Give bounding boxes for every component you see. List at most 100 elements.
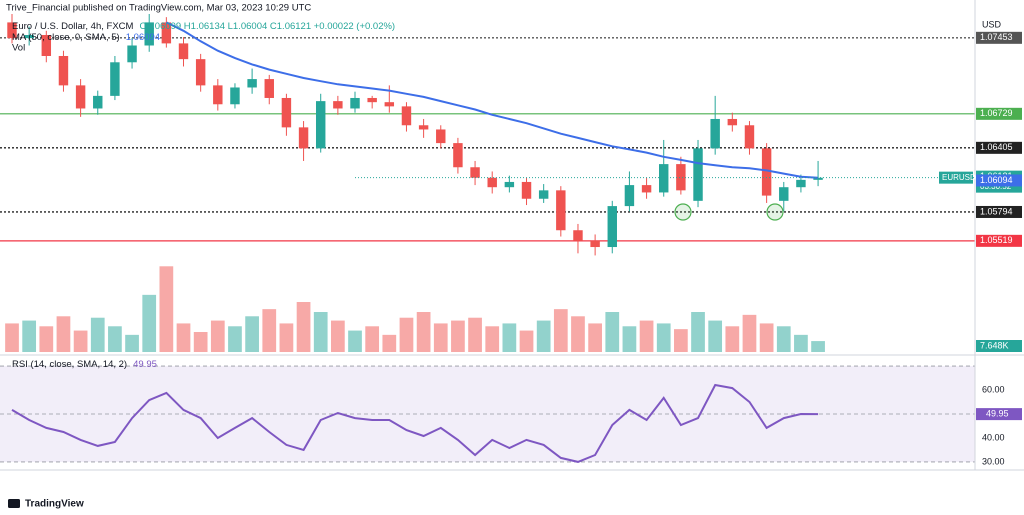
volume-bar (331, 320, 345, 352)
candle-body (624, 185, 635, 207)
volume-label-text: 7.648K (980, 340, 1009, 350)
volume-bar (159, 266, 174, 352)
volume-bar (485, 326, 500, 352)
volume-bar (399, 317, 414, 352)
volume-bar (519, 330, 534, 352)
candle-body (195, 59, 206, 86)
published-text: Trive_Financial published on TradingView… (6, 3, 311, 14)
price-axis: 1.07453 1.06729 1.06405 1.05794 1.05519 EURUS… (939, 31, 1022, 466)
candle-body (710, 118, 720, 149)
candle-body (813, 177, 823, 180)
volume-label: 7.648K (976, 340, 1022, 352)
volume-bar (142, 294, 157, 352)
symbol-legend: Euro / U.S. Dollar, 4h, FXCM O1.06099 H1.… (12, 21, 395, 32)
volume-label-bg (976, 340, 1022, 352)
rsi-legend: RSI (14, close, SMA, 14, 2) 49.95 (12, 359, 157, 370)
volume-bar (176, 323, 191, 352)
volume-bar (348, 330, 362, 352)
candle-body (264, 79, 274, 98)
symbol-tag: EURUSD (939, 171, 976, 184)
ma-price-label-text: 1.06094 (980, 175, 1013, 185)
rsi-value-text: 49.95 (986, 408, 1009, 418)
volume-bar (245, 316, 259, 352)
candle-body (401, 106, 412, 126)
brand-logo (8, 499, 20, 508)
rsi-value-bg (976, 408, 1022, 421)
candle-body (367, 97, 377, 103)
candle-body (127, 45, 137, 63)
level-label: 1.05794 (976, 205, 1022, 218)
brand: TradingView (25, 499, 84, 510)
level-label-text: 1.05519 (980, 235, 1013, 245)
candle-body (384, 102, 395, 107)
volume-bar (605, 312, 620, 352)
candle-body (247, 79, 257, 88)
rsi-line (11, 383, 819, 463)
volume-bar (639, 320, 654, 352)
rsi-value: 49.95 (133, 359, 157, 370)
volume-bar (228, 326, 242, 352)
volume-bar (656, 323, 671, 352)
level-label-bg (976, 234, 1022, 247)
volume-bar (193, 332, 208, 352)
volume-bar (5, 323, 19, 352)
candle-body (7, 22, 17, 39)
candle-body (573, 230, 583, 241)
symbol: Euro / U.S. Dollar, 4h, FXCM (12, 21, 134, 32)
volume-bar (811, 341, 825, 352)
candle-body (41, 34, 52, 56)
rsi-tick-label: 30.00 (982, 456, 1005, 466)
candle-body (281, 97, 292, 128)
symbol-tag-text: EURUSD (942, 173, 976, 182)
volume-bar (125, 334, 139, 352)
level-label-text: 1.06405 (980, 142, 1013, 152)
candle-body (556, 190, 566, 231)
rsi-tick-label: 60.00 (982, 384, 1005, 394)
candle-body (470, 167, 480, 178)
price-pane (0, 14, 975, 256)
candle-body (779, 187, 789, 201)
volume-bar (451, 320, 465, 352)
symbol-tag-bg (939, 171, 973, 184)
level-label-text: 1.07453 (980, 32, 1013, 42)
candle-body (144, 22, 154, 46)
ma-legend: MA (50, close, 0, SMA, 5) 1.06094 (12, 32, 160, 43)
level-label-bg (976, 31, 1022, 44)
candle-body (298, 127, 309, 149)
level-label: 1.06729 (976, 107, 1022, 120)
candle-body (796, 179, 806, 188)
currency: USD (982, 19, 1002, 29)
volume-bar (742, 314, 757, 352)
candle-body (504, 181, 515, 188)
annotation-circle (766, 203, 784, 221)
ma-price-label: 1.06094 (976, 174, 1022, 187)
ma-line (165, 21, 819, 179)
candle-body (58, 55, 69, 86)
candle-body (75, 85, 86, 109)
candle-body (641, 185, 652, 193)
candle-body (590, 240, 600, 248)
candle-body (521, 181, 532, 199)
volume-bar (468, 317, 482, 352)
candle-body (333, 101, 343, 109)
volume-bar (382, 334, 397, 352)
volume-bar (90, 317, 105, 352)
ma-value: 1.06094 (126, 32, 160, 43)
volume-bar (210, 320, 225, 352)
volume-bar (588, 323, 602, 352)
volume-bar (365, 326, 380, 352)
candle-body (24, 34, 34, 39)
vol-legend: Vol (12, 43, 25, 54)
level-label: 1.05519 (976, 234, 1022, 247)
volume-bar (674, 329, 688, 352)
candle-body (727, 118, 738, 126)
rsi-title: RSI (14, close, SMA, 14, 2) (12, 359, 127, 370)
candle-body (110, 62, 120, 96)
level-label-bg (976, 205, 1022, 218)
ma-label: MA (50, close, 0, SMA, 5) (12, 32, 120, 43)
candle-body (744, 125, 755, 149)
level-label-bg (976, 141, 1022, 154)
rsi-tick-label: 40.00 (982, 432, 1005, 442)
